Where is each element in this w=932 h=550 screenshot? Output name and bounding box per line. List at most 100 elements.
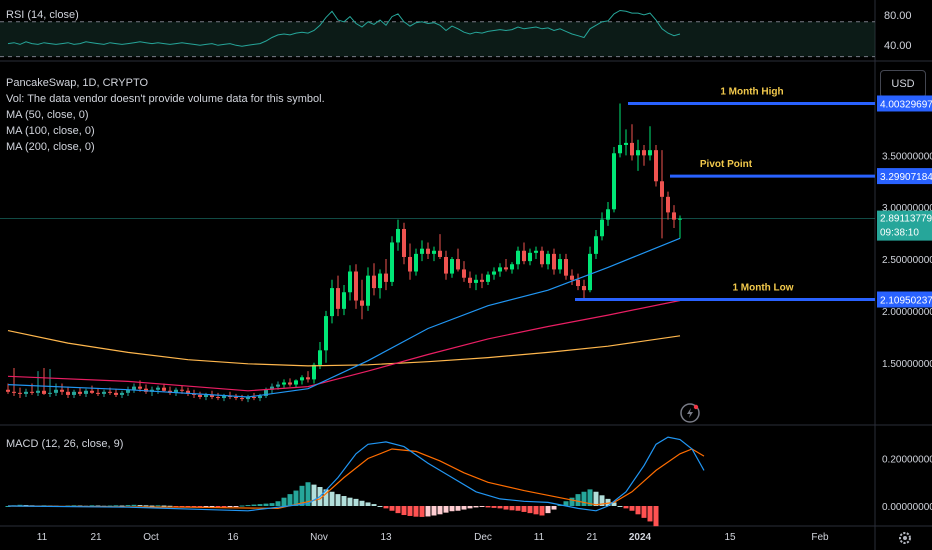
macd-histogram-bar xyxy=(239,505,245,507)
month-high-value-badge xyxy=(877,95,932,112)
pivot-label: Pivot Point xyxy=(700,159,753,170)
candle xyxy=(606,202,610,226)
macd-histogram-bar xyxy=(581,491,587,506)
candle-body xyxy=(534,250,538,253)
candle xyxy=(336,275,340,317)
x-tick-label: Feb xyxy=(811,532,829,543)
macd-histogram-bar xyxy=(341,496,347,506)
macd-histogram-bar xyxy=(455,506,461,511)
macd-histogram-bar xyxy=(161,505,167,507)
ma100-legend[interactable]: MA (100, close, 0) xyxy=(6,125,95,137)
macd-histogram-bar xyxy=(515,506,521,511)
candle xyxy=(636,139,640,171)
month-low-value: 2.10950237 xyxy=(880,296,932,307)
settings-gear-icon[interactable] xyxy=(899,532,911,544)
macd-title: MACD (12, 26, close, 9) xyxy=(6,438,124,450)
macd-histogram-bar xyxy=(623,506,629,509)
macd-histogram-bar xyxy=(365,502,371,506)
candle xyxy=(576,273,580,291)
candle-body xyxy=(528,252,532,262)
candle xyxy=(24,388,28,397)
symbol-title[interactable]: PancakeSwap, 1D, CRYPTO xyxy=(6,77,149,89)
candle xyxy=(456,248,460,272)
macd-histogram-bar xyxy=(155,505,161,507)
candle-body xyxy=(48,392,52,394)
x-tick-label: Dec xyxy=(474,532,492,543)
candle-body xyxy=(132,386,136,390)
candle xyxy=(588,246,592,293)
macd-histogram-bar xyxy=(437,506,443,515)
candle-body xyxy=(396,228,400,243)
candle-body xyxy=(492,271,496,275)
candle-body xyxy=(204,394,208,397)
candle-body xyxy=(558,259,562,270)
rsi-tick-high: 80.00 xyxy=(884,10,912,22)
candle-body xyxy=(432,250,436,254)
candle-body xyxy=(576,279,580,287)
x-tick-label: 15 xyxy=(724,532,736,543)
candle xyxy=(72,389,76,399)
candle-body xyxy=(126,389,130,393)
alert-icon[interactable] xyxy=(680,403,700,423)
candle xyxy=(450,256,454,278)
macd-histogram-bar xyxy=(641,506,647,518)
candle xyxy=(162,383,166,392)
macd-histogram-bar xyxy=(635,506,641,515)
candle xyxy=(402,222,406,265)
candle-body xyxy=(498,267,502,272)
macd-histogram-bar xyxy=(299,485,305,506)
macd-histogram-bar xyxy=(527,506,533,514)
candle-body xyxy=(450,259,454,274)
candle-body xyxy=(174,389,178,393)
macd-histogram-bar xyxy=(449,506,455,512)
candle-body xyxy=(678,218,682,220)
candle-body xyxy=(402,228,406,257)
axes: 3.50000000 3.00000000 2.50000000 2.00000000… xyxy=(37,151,932,544)
candle-body xyxy=(360,300,364,306)
ma100-line xyxy=(7,330,681,367)
candle-body xyxy=(246,396,250,400)
macd-histogram-bar xyxy=(305,482,311,506)
x-tick-label: 11 xyxy=(37,532,48,543)
rsi-tick-low: 40.00 xyxy=(884,40,912,52)
candle xyxy=(36,371,40,396)
candle xyxy=(498,263,502,277)
macd-histogram-bar xyxy=(389,506,395,511)
candle-body xyxy=(522,250,526,262)
candle xyxy=(174,387,178,396)
ma200-legend[interactable]: MA (200, close, 0) xyxy=(6,141,95,153)
price-tick-label: 3.00000000 xyxy=(882,203,932,214)
macd-histogram-bar xyxy=(215,506,221,508)
candle-body xyxy=(120,392,124,395)
macd-histogram-bar xyxy=(89,505,95,507)
candle-body xyxy=(18,392,22,394)
candle-body xyxy=(324,316,328,351)
candle xyxy=(288,378,292,387)
macd-histogram-bar xyxy=(599,495,605,506)
candle-body xyxy=(312,364,316,380)
ma200-line xyxy=(7,299,681,392)
candle xyxy=(168,386,172,395)
macd-histogram-bar xyxy=(107,505,113,507)
pivot-value-badge xyxy=(877,168,932,185)
x-tick-label: Nov xyxy=(310,532,328,543)
candle xyxy=(408,243,412,280)
candle xyxy=(420,240,424,262)
macd-histogram-bar xyxy=(467,506,473,509)
macd-histogram-bar xyxy=(263,503,269,506)
candle xyxy=(504,259,508,272)
candle-body xyxy=(108,391,112,393)
candle-body xyxy=(306,377,310,380)
candle-body xyxy=(336,288,340,309)
ma50-legend[interactable]: MA (50, close, 0) xyxy=(6,109,89,121)
candle-body xyxy=(600,219,604,237)
currency-button[interactable]: USD xyxy=(880,70,926,98)
month-high-value: 4.00329697 xyxy=(880,99,932,110)
candle-body xyxy=(636,150,640,156)
candle xyxy=(558,253,562,274)
candle xyxy=(468,271,472,289)
rsi-band xyxy=(0,21,875,57)
candle xyxy=(54,383,58,396)
